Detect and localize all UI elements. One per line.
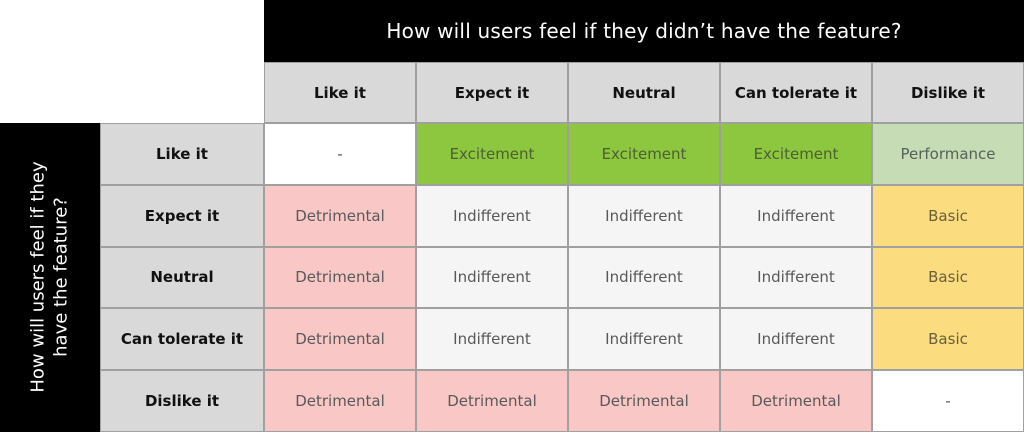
matrix-cell: Indifferent xyxy=(416,184,568,247)
empty-corner xyxy=(0,0,264,123)
matrix-cell: Detrimental xyxy=(264,246,416,309)
matrix-cell: Indifferent xyxy=(720,308,872,371)
column-header-expect-it: Expect it xyxy=(416,62,568,123)
matrix-cell: - xyxy=(872,370,1024,432)
row-header-neutral: Neutral xyxy=(100,246,264,309)
row-header-can-tolerate-it: Can tolerate it xyxy=(100,308,264,371)
matrix-cell: - xyxy=(264,123,416,185)
matrix-cell: Detrimental xyxy=(568,370,720,432)
matrix-cell: Indifferent xyxy=(720,184,872,247)
column-header-can-tolerate-it: Can tolerate it xyxy=(720,62,872,123)
matrix-cell: Indifferent xyxy=(416,246,568,309)
matrix-cell: Indifferent xyxy=(568,246,720,309)
matrix-cell: Detrimental xyxy=(416,370,568,432)
matrix-cell: Detrimental xyxy=(264,308,416,371)
column-header-neutral: Neutral xyxy=(568,62,720,123)
row-header-expect-it: Expect it xyxy=(100,184,264,247)
top-axis-title: How will users feel if they didn’t have … xyxy=(386,19,902,43)
matrix-cell: Basic xyxy=(872,308,1024,371)
matrix-cell: Detrimental xyxy=(264,370,416,432)
matrix-cell: Basic xyxy=(872,246,1024,309)
matrix-cell: Excitement xyxy=(720,123,872,185)
matrix-cell: Indifferent xyxy=(720,246,872,309)
top-axis-header: How will users feel if they didn’t have … xyxy=(264,0,1024,62)
matrix-cell: Excitement xyxy=(416,123,568,185)
matrix-cell: Basic xyxy=(872,184,1024,247)
matrix-cell: Indifferent xyxy=(568,308,720,371)
matrix-cell: Detrimental xyxy=(264,184,416,247)
matrix-cell: Excitement xyxy=(568,123,720,185)
left-axis-title-line1: How will users feel if they xyxy=(27,161,49,394)
left-axis-title-line2: have the feature? xyxy=(51,197,72,358)
row-header-dislike-it: Dislike it xyxy=(100,370,264,432)
left-axis-title: How will users feel if they have the fea… xyxy=(27,127,74,427)
column-header-like-it: Like it xyxy=(264,62,416,123)
matrix-cell: Detrimental xyxy=(720,370,872,432)
matrix-cell: Indifferent xyxy=(416,308,568,371)
column-header-dislike-it: Dislike it xyxy=(872,62,1024,123)
left-axis-header: How will users feel if they have the fea… xyxy=(0,123,100,432)
matrix-cell: Performance xyxy=(872,123,1024,185)
row-header-like-it: Like it xyxy=(100,123,264,185)
matrix-cell: Indifferent xyxy=(568,184,720,247)
